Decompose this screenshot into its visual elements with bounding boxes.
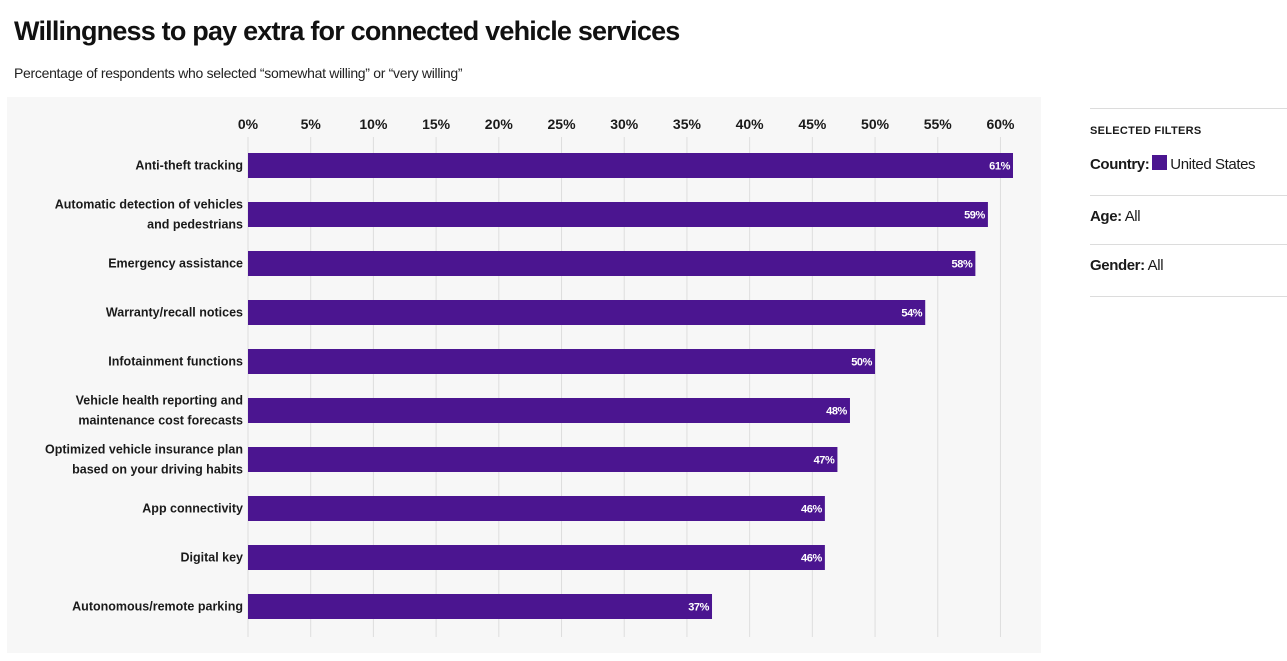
category-label: Digital key — [180, 551, 243, 565]
filter-country: Country: United States — [1090, 145, 1287, 195]
bar-value-label: 50% — [851, 357, 872, 369]
x-tick-label: 45% — [798, 116, 827, 132]
category-label: App connectivity — [142, 502, 243, 516]
category-label: Warranty/recall notices — [106, 306, 243, 320]
x-tick-label: 35% — [673, 116, 702, 132]
bar-value-label: 54% — [901, 308, 922, 320]
x-tick-label: 60% — [986, 116, 1015, 132]
category-label: Vehicle health reporting and — [76, 394, 243, 408]
x-tick-label: 20% — [485, 116, 514, 132]
x-tick-label: 0% — [238, 116, 259, 132]
bar — [248, 202, 988, 227]
bar — [248, 447, 838, 472]
category-label: Infotainment functions — [108, 355, 243, 369]
filter-age-value: All — [1124, 208, 1141, 225]
x-tick-label: 40% — [736, 116, 765, 132]
category-label: and pedestrians — [147, 218, 243, 232]
bar-value-label: 61% — [989, 161, 1010, 173]
x-tick-label: 25% — [548, 116, 577, 132]
bar-value-label: 58% — [952, 259, 973, 271]
bar-value-label: 47% — [814, 455, 835, 467]
bar — [248, 251, 976, 276]
bar — [248, 349, 876, 374]
x-tick-label: 50% — [861, 116, 890, 132]
bar-value-label: 48% — [826, 406, 847, 418]
chart-panel: 0% 5% 10% 15% 20% 25% 30% 35% 40% 45% 50% 55% 60% 61%… — [7, 97, 1041, 653]
chart-title: Willingness to pay extra for connected v… — [14, 16, 680, 46]
category-label: Automatic detection of vehicles — [55, 198, 243, 212]
filter-age: Age: All — [1090, 195, 1287, 244]
x-tick-label: 55% — [924, 116, 953, 132]
bar-chart: 0% 5% 10% 15% 20% 25% 30% 35% 40% 45% 50% 55% 60% 61%… — [45, 116, 1015, 637]
filter-gender: Gender: All — [1090, 244, 1287, 297]
selected-filters-panel: SELECTED FILTERS Country: United States A… — [1090, 108, 1287, 297]
bar-value-label: 46% — [801, 504, 822, 516]
category-label: Emergency assistance — [108, 257, 243, 271]
filter-gender-value: All — [1147, 257, 1164, 274]
filter-age-key: Age: — [1090, 208, 1122, 225]
category-label: Anti-theft tracking — [135, 159, 243, 173]
bar — [248, 153, 1013, 178]
bar-value-label: 46% — [801, 553, 822, 565]
filter-country-value: United States — [1170, 156, 1256, 173]
bar — [248, 398, 850, 423]
chart-subtitle: Percentage of respondents who selected “… — [14, 65, 463, 81]
x-tick-label: 10% — [359, 116, 388, 132]
bar — [248, 594, 713, 619]
x-tick-label: 30% — [610, 116, 639, 132]
x-tick-label: 5% — [301, 116, 322, 132]
filter-gender-key: Gender: — [1090, 257, 1145, 274]
country-color-swatch — [1152, 155, 1168, 170]
bar-value-label: 59% — [964, 210, 985, 222]
filter-country-key: Country: — [1090, 156, 1150, 173]
bar-value-label: 37% — [688, 602, 709, 614]
category-label: Autonomous/remote parking — [72, 600, 243, 614]
category-label: maintenance cost forecasts — [78, 414, 243, 428]
category-label: based on your driving habits — [72, 463, 243, 477]
bar — [248, 496, 825, 521]
filters-heading: SELECTED FILTERS — [1090, 108, 1287, 145]
bar — [248, 545, 825, 570]
bar — [248, 300, 926, 325]
x-tick-label: 15% — [422, 116, 451, 132]
category-label: Optimized vehicle insurance plan — [45, 443, 243, 457]
